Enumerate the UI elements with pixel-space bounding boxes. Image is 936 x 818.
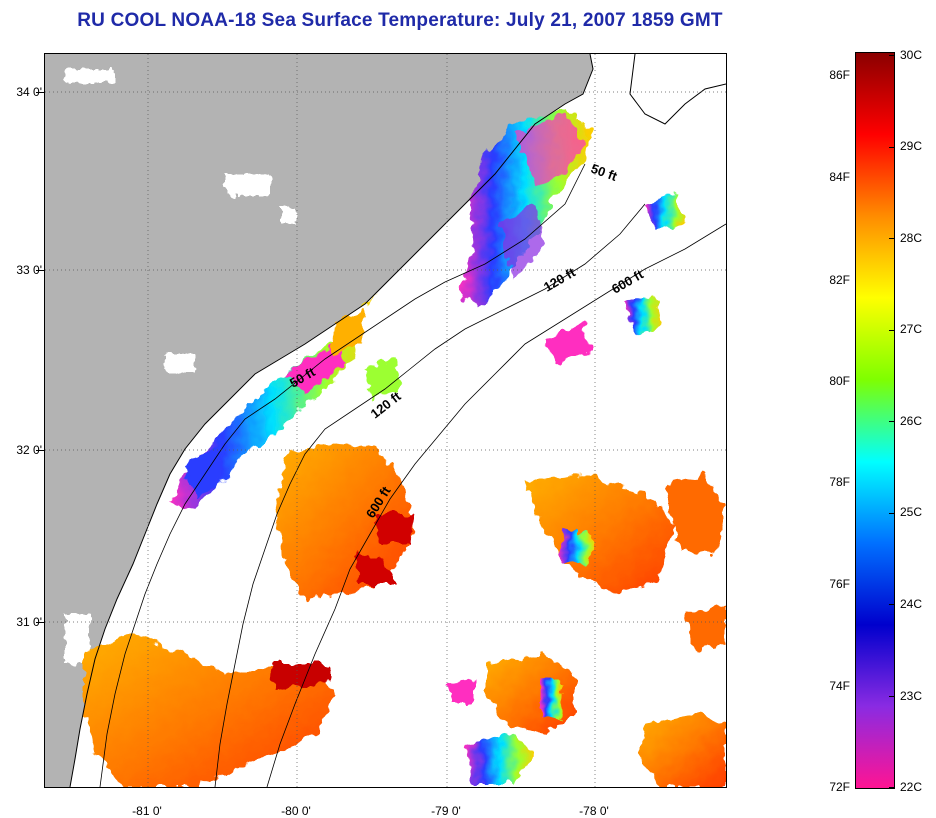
lon-label-80: -80 0' xyxy=(281,804,311,818)
colorbar-c-26: 26C xyxy=(900,414,923,428)
sst-map: 50 ft 120 ft 600 ft 50 ft 120 ft 600 ft xyxy=(44,53,727,788)
colorbar-tick xyxy=(889,787,894,788)
map-title: RU COOL NOAA-18 Sea Surface Temperature:… xyxy=(77,10,723,31)
temperature-colorbar xyxy=(855,52,895,789)
colorbar-f-82: 82F xyxy=(829,273,850,287)
colorbar-tick xyxy=(889,329,894,331)
colorbar-f-84: 84F xyxy=(829,170,850,184)
lon-label-79: -79 0' xyxy=(431,804,461,818)
colorbar-f-72: 72F xyxy=(829,780,850,794)
lat-label-34: 34 0' xyxy=(16,85,42,99)
colorbar-c-25: 25C xyxy=(900,505,923,519)
colorbar-tick xyxy=(889,604,894,605)
contour-120ft xyxy=(214,203,646,787)
lat-label-32: 32 0' xyxy=(16,443,42,457)
colorbar-c-24: 24C xyxy=(900,597,923,611)
colorbar-tick xyxy=(889,695,894,697)
colorbar-f-74: 74F xyxy=(829,679,850,693)
colorbar-c-23: 23C xyxy=(900,689,923,703)
colorbar-tick xyxy=(889,55,894,56)
contour-label-50ft-north: 50 ft xyxy=(589,161,620,184)
coastline xyxy=(69,54,594,787)
colorbar-tick xyxy=(889,238,894,239)
colorbar-f-80: 80F xyxy=(829,374,850,388)
contour-label-120ft-north: 120 ft xyxy=(541,264,578,294)
lat-label-33: 33 0' xyxy=(16,263,42,277)
lat-label-31: 31 0' xyxy=(16,615,42,629)
colorbar-c-30: 30C xyxy=(900,48,923,62)
colorbar-tick xyxy=(889,512,894,514)
contour-600ft xyxy=(266,223,726,787)
y-tick-34 xyxy=(36,92,44,93)
colorbar-f-78: 78F xyxy=(829,475,850,489)
land-area-ne xyxy=(630,54,726,124)
colorbar-c-29: 29C xyxy=(900,139,923,153)
colorbar-c-27: 27C xyxy=(900,322,923,336)
colorbar-c-28: 28C xyxy=(900,231,923,245)
colorbar-tick xyxy=(889,146,894,148)
contour-50ft xyxy=(99,163,586,787)
lon-label-81: -81 0' xyxy=(132,804,162,818)
colorbar-c-22: 22C xyxy=(900,780,923,794)
colorbar-f-76: 76F xyxy=(829,577,850,591)
coastline-ne xyxy=(629,54,726,125)
land-area xyxy=(45,54,593,787)
colorbar-tick xyxy=(889,421,894,422)
lon-label-78: -78 0' xyxy=(579,804,609,818)
y-tick-33 xyxy=(36,270,44,271)
colorbar-f-86: 86F xyxy=(829,68,850,82)
contour-label-600ft-north: 600 ft xyxy=(609,266,646,296)
sst-map-canvas: 50 ft 120 ft 600 ft 50 ft 120 ft 600 ft xyxy=(45,54,726,787)
y-tick-32 xyxy=(36,450,44,451)
y-tick-31 xyxy=(36,622,44,623)
